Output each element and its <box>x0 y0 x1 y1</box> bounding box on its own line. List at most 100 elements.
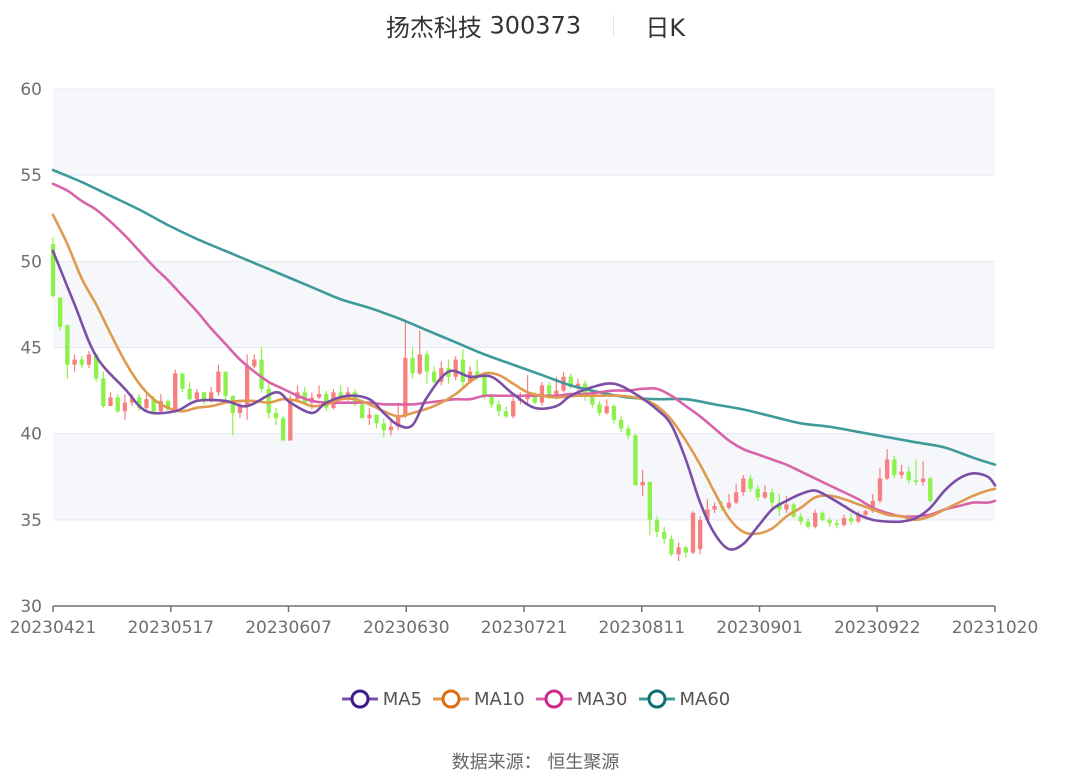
legend-marker-icon <box>638 689 675 709</box>
x-axis-label: 20230922 <box>834 618 921 638</box>
candle-up <box>733 492 739 503</box>
legend-label: MA5 <box>382 688 423 710</box>
legend-item-ma60[interactable]: MA60 <box>638 688 730 710</box>
candle-up <box>741 478 746 493</box>
plot-band <box>53 261 995 348</box>
candle-down <box>273 412 279 419</box>
x-axis-label: 20230607 <box>245 618 332 638</box>
data-source: 数据来源： 恒生聚源 <box>0 748 1071 774</box>
candle-down <box>791 504 796 517</box>
candle-down <box>769 492 775 503</box>
x-axis-label: 20230901 <box>716 618 803 638</box>
candle-down <box>913 480 919 482</box>
candle-up <box>108 397 113 407</box>
y-axis-label: 50 <box>20 252 42 272</box>
candle-down <box>374 414 379 424</box>
candle-up <box>173 373 178 410</box>
ma-line-ma30[interactable] <box>51 182 997 519</box>
candle-down <box>424 354 430 372</box>
candle-up <box>237 406 243 413</box>
legend-item-ma5[interactable]: MA5 <box>341 688 422 710</box>
candle-up <box>453 359 458 377</box>
chart-title: 扬杰科技 300373 日K <box>0 8 1071 43</box>
candle-up <box>216 371 221 393</box>
y-axis-label: 45 <box>20 339 42 359</box>
candle-up <box>403 357 408 417</box>
candle-down <box>58 297 63 327</box>
candle-down <box>647 481 652 520</box>
x-axis-label: 20230811 <box>598 618 685 638</box>
legend-label: MA10 <box>474 688 525 710</box>
candle-down <box>259 359 264 389</box>
candle-up <box>439 368 444 382</box>
candle-down <box>633 435 638 486</box>
candle-up <box>388 426 394 431</box>
candle-up <box>72 359 77 365</box>
chart-legend: MA5 MA10 MA30 MA60 <box>0 688 1071 710</box>
candle-down <box>654 519 660 532</box>
candle-down <box>827 519 832 524</box>
y-axis-label: 60 <box>20 80 42 100</box>
legend-item-ma10[interactable]: MA10 <box>432 688 525 710</box>
candle-down <box>849 518 854 522</box>
candle-down <box>834 523 839 526</box>
plot-band <box>53 175 995 262</box>
candle-down <box>590 395 595 405</box>
x-axis-label: 20230517 <box>127 618 214 638</box>
title-divider <box>612 14 614 37</box>
candle-down <box>482 375 487 396</box>
legend-marker-icon <box>341 689 378 709</box>
candle-down <box>460 359 466 382</box>
x-axis-label: 20230421 <box>10 618 97 638</box>
candle-up <box>144 399 149 408</box>
candle-down <box>748 478 753 489</box>
candle-down <box>201 392 207 401</box>
ma-line-ma60[interactable] <box>51 168 997 466</box>
y-axis-label: 35 <box>20 511 42 531</box>
candle-down <box>906 471 911 481</box>
candle-up <box>396 416 401 427</box>
candle-up <box>511 400 516 417</box>
candle-down <box>50 244 56 296</box>
candle-down <box>65 325 70 365</box>
ma-line-ma5[interactable] <box>51 249 997 551</box>
candle-down <box>547 385 552 398</box>
candle-down <box>187 388 192 400</box>
candle-up <box>640 481 645 486</box>
plot-band <box>53 89 995 176</box>
candle-down <box>93 354 99 379</box>
ma-line-ma10[interactable] <box>51 213 997 536</box>
candle-up <box>813 512 818 527</box>
candle-down <box>338 392 343 398</box>
candle-up <box>417 354 422 374</box>
candle-down <box>611 406 617 420</box>
candle-up <box>158 400 164 412</box>
candle-up <box>122 402 128 412</box>
candle-down <box>662 531 667 539</box>
candle-up <box>870 500 875 512</box>
candle-down <box>266 388 271 413</box>
legend-marker-icon <box>535 689 572 709</box>
candle-down <box>626 428 631 436</box>
candle-up <box>884 459 890 479</box>
candle-up <box>762 492 768 498</box>
candle-down <box>503 411 509 417</box>
candle-up <box>194 392 199 400</box>
candle-down <box>597 404 602 413</box>
candle-down <box>381 423 386 431</box>
candle-down <box>280 418 286 441</box>
candle-down <box>475 371 480 376</box>
candle-down <box>489 395 494 405</box>
candle-down <box>230 395 235 413</box>
candle-up <box>86 354 92 365</box>
source-value: 恒生聚源 <box>547 752 620 773</box>
legend-item-ma30[interactable]: MA30 <box>535 688 628 710</box>
candle-down <box>360 404 365 419</box>
candle-down <box>496 404 501 412</box>
candle-down <box>805 521 811 527</box>
candle-down <box>568 376 573 388</box>
candlestick-chart: 30 35 40 45 50 55 60 20230421 20230517 20230607 20… <box>10 80 1039 638</box>
candle-down <box>820 512 825 520</box>
candle-up <box>244 366 250 407</box>
period-label[interactable]: 日K <box>645 14 686 42</box>
